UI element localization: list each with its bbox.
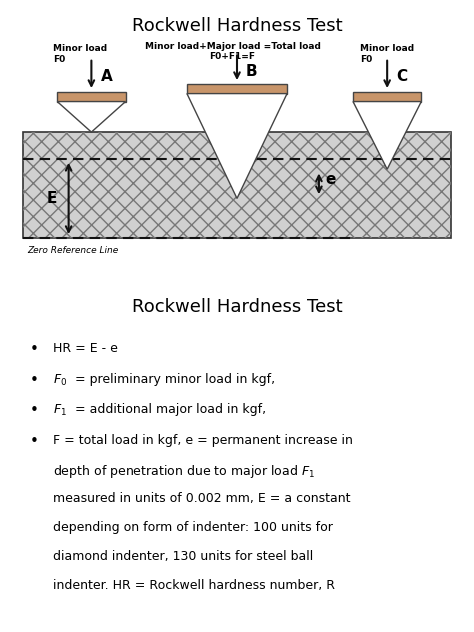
Text: $F_0$: $F_0$ [53,373,67,387]
Text: F = total load in kgf, e = permanent increase in: F = total load in kgf, e = permanent inc… [53,434,353,447]
Text: depth of penetration due to major load $F_1$: depth of penetration due to major load $… [53,463,315,480]
Text: •: • [30,373,39,387]
Bar [23,132,451,238]
Text: •: • [30,403,39,418]
Text: Minor load
F0: Minor load F0 [360,44,414,64]
Text: $F_1$: $F_1$ [53,403,67,418]
Text: measured in units of 0.002 mm, E = a constant: measured in units of 0.002 mm, E = a con… [53,492,350,505]
Text: Zero Reference Line: Zero Reference Line [27,246,119,255]
Polygon shape [187,94,287,198]
Bar [57,92,126,102]
Text: = preliminary minor load in kgf,: = preliminary minor load in kgf, [74,373,274,386]
Text: E: E [47,191,57,206]
Text: B: B [246,64,258,78]
Polygon shape [57,102,126,132]
Bar [23,132,451,238]
Text: •: • [30,342,39,357]
Text: Rockwell Hardness Test: Rockwell Hardness Test [132,298,342,315]
Polygon shape [353,102,421,169]
Text: •: • [30,434,39,449]
Text: HR = E - e: HR = E - e [53,342,118,355]
Text: depending on form of indenter: 100 units for: depending on form of indenter: 100 units… [53,521,333,534]
Text: Rockwell Hardness Test: Rockwell Hardness Test [132,16,342,35]
Text: indenter. HR = Rockwell hardness number, R: indenter. HR = Rockwell hardness number,… [53,579,335,592]
Text: e: e [326,173,336,187]
Bar [187,84,287,94]
Text: A: A [100,69,112,84]
Text: Minor load+Major load =Total load
F0+F1=F: Minor load+Major load =Total load F0+F1=… [145,42,320,61]
Text: C: C [396,69,407,84]
Text: diamond indenter, 130 units for steel ball: diamond indenter, 130 units for steel ba… [53,550,313,563]
Text: Minor load
F0: Minor load F0 [53,44,107,64]
Text: = additional major load in kgf,: = additional major load in kgf, [74,403,265,416]
Bar [353,92,421,102]
